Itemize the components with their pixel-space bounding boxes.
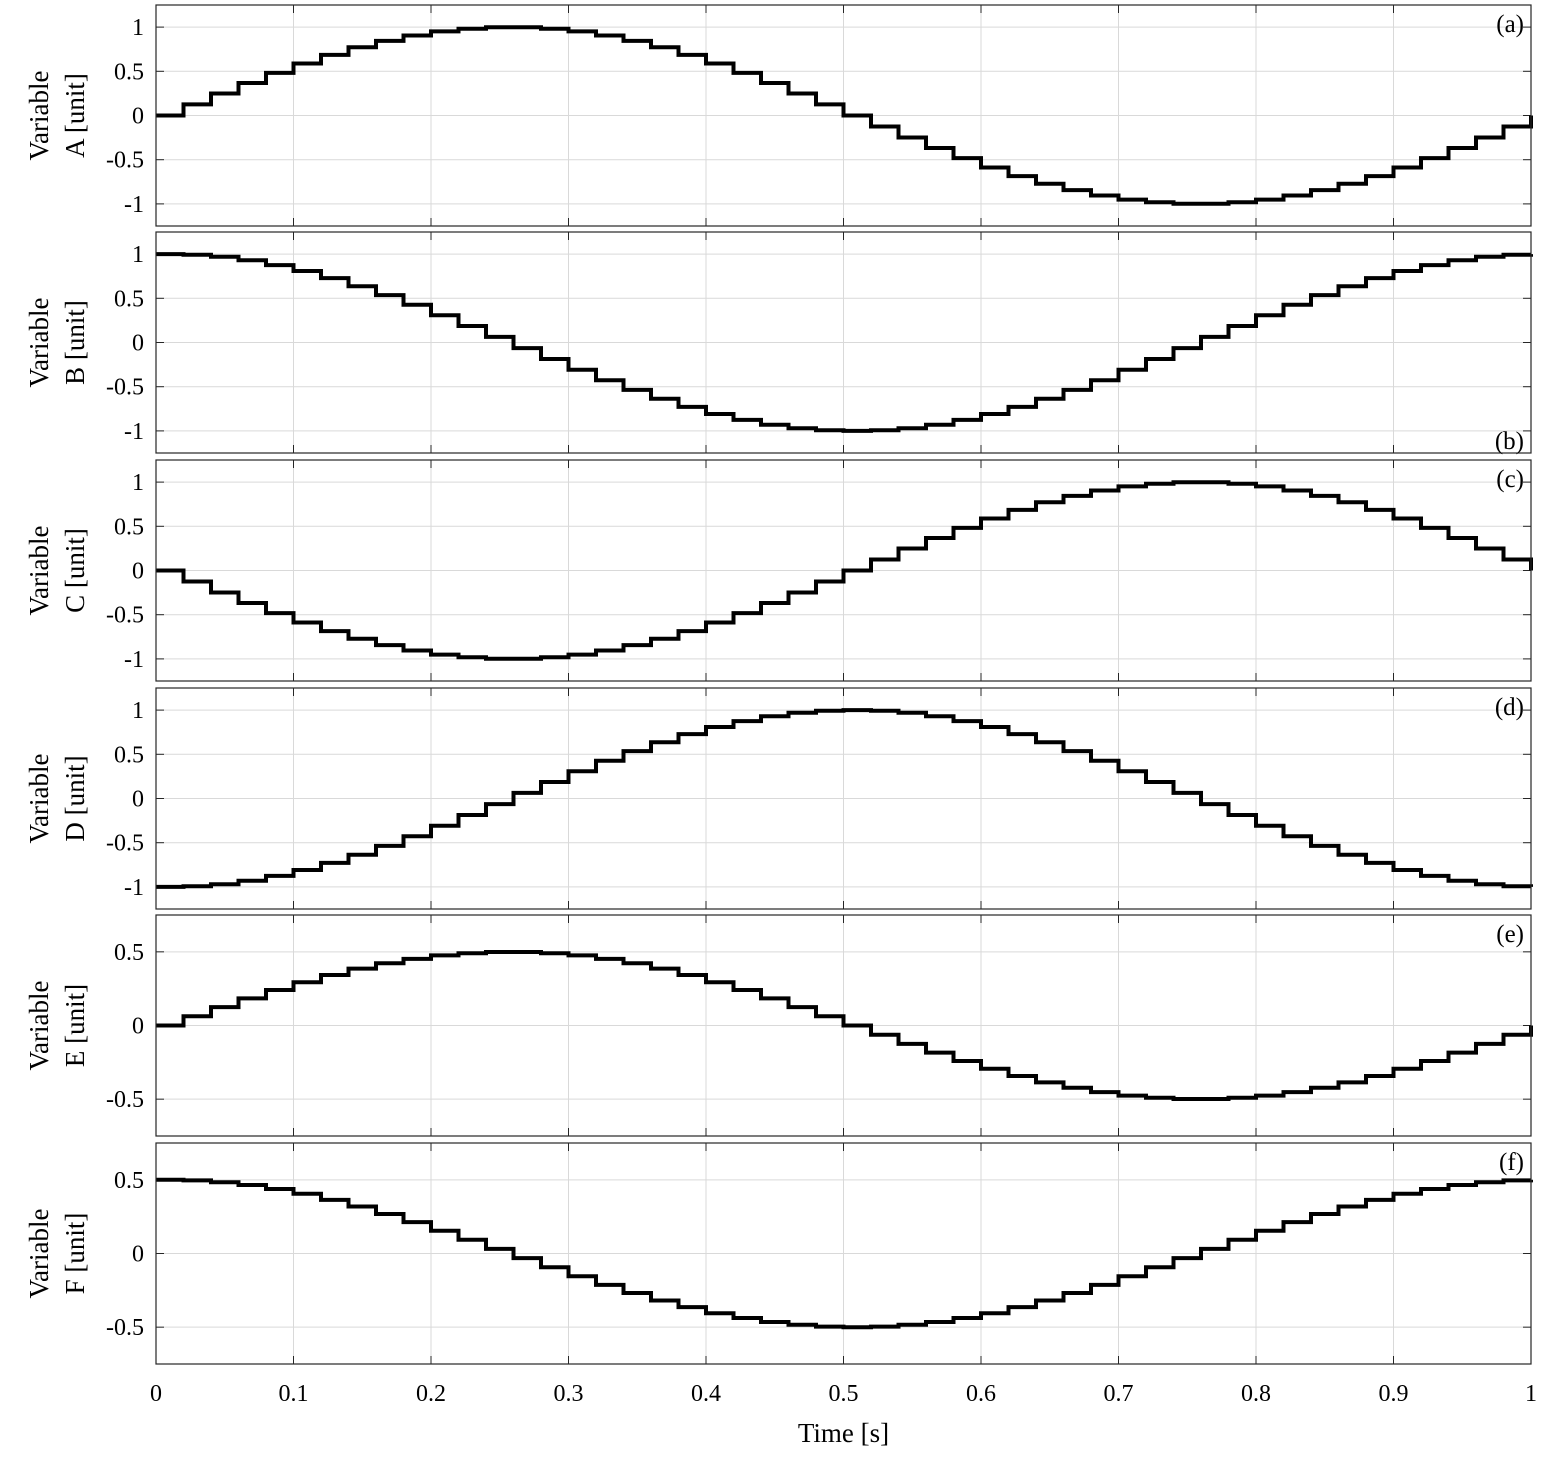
y-axis-label: Variable bbox=[24, 981, 54, 1071]
panel-c: 1 0.5 0 -0.5 -1 Variable C [unit] (c) bbox=[24, 459, 1533, 682]
x-tick-label: 0.3 bbox=[554, 1381, 584, 1407]
y-tick-label: 0.5 bbox=[114, 514, 144, 540]
panel-tag: (f) bbox=[1499, 1149, 1524, 1176]
plot-frame bbox=[155, 1142, 1532, 1365]
x-tick-label: 0.6 bbox=[966, 1381, 996, 1407]
x-tick-label: 0.9 bbox=[1379, 1381, 1409, 1407]
y-tick-label: -1 bbox=[124, 875, 144, 901]
y-tick-label: 1 bbox=[132, 698, 144, 724]
plot-frame bbox=[155, 231, 1532, 454]
series-line bbox=[156, 480, 1533, 661]
panel-d: 1 0.5 0 -0.5 -1 Variable D [unit] (d) bbox=[24, 687, 1533, 910]
panel-tag: (e) bbox=[1496, 921, 1524, 948]
series-line bbox=[156, 708, 1533, 889]
panel-tag: (d) bbox=[1495, 694, 1524, 721]
y-tick-label: 1 bbox=[132, 242, 144, 268]
y-tick-label: 0.5 bbox=[114, 940, 144, 966]
y-tick-label: -0.5 bbox=[106, 1087, 144, 1113]
x-tick-label: 0.4 bbox=[691, 1381, 721, 1407]
y-axis-label: A [unit] bbox=[60, 73, 90, 158]
y-axis-label: F [unit] bbox=[60, 1213, 90, 1295]
series-line bbox=[156, 25, 1533, 206]
series-line bbox=[156, 252, 1533, 433]
y-axis-label: Variable bbox=[24, 71, 54, 161]
plot-frame bbox=[155, 459, 1532, 682]
y-tick-label: -0.5 bbox=[106, 148, 144, 174]
y-axis-label: Variable bbox=[24, 526, 54, 616]
panel-tag: (a) bbox=[1496, 11, 1524, 38]
x-tick-label: 0.1 bbox=[279, 1381, 309, 1407]
y-axis-label: E [unit] bbox=[60, 984, 90, 1067]
x-tick-label: 0.5 bbox=[829, 1381, 859, 1407]
y-axis-label: Variable bbox=[24, 754, 54, 844]
x-tick-label: 0 bbox=[150, 1381, 162, 1407]
y-tick-label: 0.5 bbox=[114, 1168, 144, 1194]
y-tick-label: 1 bbox=[132, 470, 144, 496]
plot-frame bbox=[155, 687, 1532, 910]
y-tick-label: 0 bbox=[132, 331, 144, 357]
y-tick-label: -1 bbox=[124, 419, 144, 445]
x-tick-label: 0.7 bbox=[1104, 1381, 1134, 1407]
y-tick-label: 0 bbox=[132, 104, 144, 130]
series-line bbox=[156, 950, 1533, 1101]
y-axis-label: Variable bbox=[24, 298, 54, 388]
panel-tag: (c) bbox=[1496, 466, 1524, 493]
y-axis-label: Variable bbox=[24, 1209, 54, 1299]
y-tick-label: 0 bbox=[132, 1014, 144, 1040]
y-tick-label: -0.5 bbox=[106, 603, 144, 629]
y-tick-label: -0.5 bbox=[106, 1315, 144, 1341]
x-tick-label: 0.8 bbox=[1241, 1381, 1271, 1407]
plot-frame bbox=[155, 914, 1532, 1137]
y-tick-label: -0.5 bbox=[106, 375, 144, 401]
y-tick-label: 0 bbox=[132, 559, 144, 585]
y-tick-label: 1 bbox=[132, 15, 144, 41]
x-axis-label: Time [s] bbox=[798, 1418, 889, 1448]
y-tick-label: 0.5 bbox=[114, 742, 144, 768]
panel-f: 0.5 0 -0.5 Variable F [unit] (f) 0 0.1 0.2 0.3 0.4… bbox=[24, 1142, 1537, 1448]
panel-e: 0.5 0 -0.5 Variable E [unit] (e) bbox=[24, 914, 1533, 1137]
series-line bbox=[156, 1177, 1533, 1330]
y-axis-label: D [unit] bbox=[60, 755, 90, 841]
x-tick-label: 0.2 bbox=[416, 1381, 446, 1407]
y-tick-label: 0 bbox=[132, 787, 144, 813]
panel-tag: (b) bbox=[1495, 428, 1524, 455]
y-axis-label: C [unit] bbox=[60, 528, 90, 613]
y-tick-label: -1 bbox=[124, 647, 144, 673]
y-axis-label: B [unit] bbox=[60, 300, 90, 385]
y-tick-label: 0 bbox=[132, 1242, 144, 1268]
panel-b: 1 0.5 0 -0.5 -1 Variable B [unit] (b) bbox=[24, 231, 1533, 455]
plot-frame bbox=[155, 4, 1532, 227]
y-tick-label: 0.5 bbox=[114, 59, 144, 85]
y-tick-label: 0.5 bbox=[114, 286, 144, 312]
panel-a: 1 0.5 0 -0.5 -1 Variable A [unit] (a) bbox=[24, 4, 1533, 227]
y-tick-label: -0.5 bbox=[106, 831, 144, 857]
x-tick-label: 1 bbox=[1525, 1381, 1537, 1407]
y-tick-label: -1 bbox=[124, 192, 144, 218]
